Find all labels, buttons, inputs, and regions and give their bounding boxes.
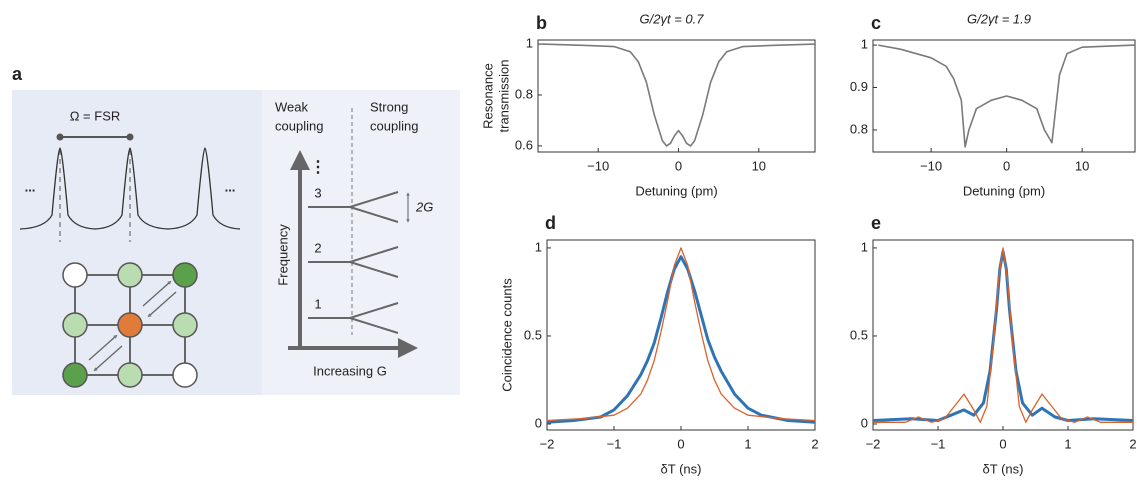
x-tick-label: −2 (866, 436, 881, 451)
panel-title: G/2γt = 1.9 (967, 11, 1031, 26)
y-tick-label: 0 (861, 415, 868, 430)
energy-levels (308, 191, 399, 334)
plot-frame (872, 39, 1136, 153)
y-tick-label: 0.9 (850, 79, 868, 94)
lattice-sites (62, 262, 198, 388)
y-tick-label: 0.5 (524, 327, 542, 342)
strong-label: Strong (370, 99, 408, 114)
y-tick-label: 1 (526, 36, 533, 51)
y-tick-label: 0.8 (515, 86, 533, 101)
panel-title: G/2γt = 0.7 (640, 11, 705, 26)
y-tick-label: 0 (535, 415, 542, 430)
fsr-dot (126, 133, 134, 141)
y-axis-label: Resonance (480, 63, 495, 129)
x-tick-label: −1 (931, 436, 946, 451)
x-tick-label: 1 (1064, 436, 1071, 451)
data-line (873, 247, 1133, 423)
x-tick-label: 0 (999, 436, 1006, 451)
x-tick-label: 0 (677, 436, 684, 451)
x-tick-label: 2 (1129, 436, 1136, 451)
weak-label: Weak (275, 99, 308, 114)
plot-frame (546, 239, 816, 431)
panel-label: d (545, 213, 556, 233)
data-line (878, 44, 1136, 148)
x-axis-label: Detuning (pm) (635, 183, 717, 198)
fsr-dot (56, 133, 64, 141)
data-line (546, 247, 816, 422)
ellipsis: ... (225, 179, 236, 194)
lattice-arrows (88, 280, 177, 372)
panel-label: a (12, 64, 23, 84)
panel-label: c (871, 13, 881, 33)
x-tick-label: 0 (1003, 158, 1010, 173)
x-axis-label: Increasing G (313, 363, 387, 378)
panel-label: e (871, 213, 881, 233)
x-tick-label: 1 (744, 436, 751, 451)
ellipsis: ... (25, 179, 36, 194)
panel-a-right (262, 90, 460, 395)
y-axis-label: Frequency (275, 224, 290, 286)
x-axis-label: δT (ns) (661, 461, 702, 476)
plot-frame (872, 239, 1134, 431)
y-axis-label: transmission (496, 60, 511, 133)
strong-label: coupling (370, 118, 418, 133)
x-tick-label: 2 (811, 436, 818, 451)
y-tick-label: 1 (861, 239, 868, 254)
y-tick-label: 1 (861, 37, 868, 52)
level-label: 3 (314, 185, 321, 200)
vdots: ⋮ (310, 159, 326, 176)
x-tick-label: −10 (920, 158, 942, 173)
y-tick-label: 1 (535, 239, 542, 254)
resonance-comb (19, 147, 241, 230)
level-label: 1 (314, 296, 321, 311)
y-tick-label: 0.8 (850, 121, 868, 136)
x-axis-label: δT (ns) (983, 461, 1024, 476)
level-label: 2 (314, 240, 321, 255)
plot-frame (537, 39, 816, 153)
x-tick-label: −10 (587, 158, 609, 173)
x-tick-label: 10 (1075, 158, 1089, 173)
panel-label: b (536, 13, 547, 33)
x-tick-label: −1 (607, 436, 622, 451)
weak-label: coupling (275, 118, 323, 133)
data-line (546, 255, 816, 424)
data-line (541, 43, 816, 147)
y-axis-label: Coincidence counts (499, 278, 514, 392)
x-tick-label: 0 (675, 158, 682, 173)
y-tick-label: 0.5 (850, 327, 868, 342)
data-line (872, 249, 1134, 422)
fsr-label: Ω = FSR (70, 108, 121, 123)
splitting-label: 2G (415, 199, 433, 214)
x-axis-label: Detuning (pm) (963, 183, 1045, 198)
x-tick-label: −2 (540, 436, 555, 451)
y-tick-label: 0.6 (515, 137, 533, 152)
x-tick-label: 10 (752, 158, 766, 173)
